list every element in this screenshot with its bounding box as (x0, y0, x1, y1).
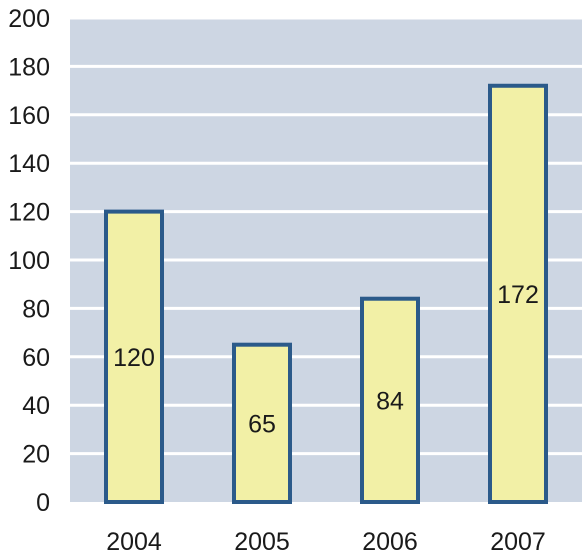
y-tick-label: 40 (22, 392, 50, 420)
x-tick-label: 2006 (362, 528, 418, 556)
y-tick-label: 120 (8, 199, 50, 227)
y-axis-ticks: 0 20 40 60 80 100 120 140 160 180 200 (8, 5, 50, 517)
bar (360, 296, 420, 504)
bar-data-label: 84 (376, 387, 404, 415)
x-tick-label: 2007 (490, 528, 546, 556)
y-tick-label: 160 (8, 102, 50, 130)
y-tick-label: 200 (8, 5, 50, 33)
bar (104, 209, 164, 504)
y-tick-label: 0 (36, 489, 50, 517)
bar-data-label: 172 (497, 281, 539, 309)
x-tick-label: 2004 (106, 528, 162, 556)
bar-data-label: 120 (113, 344, 155, 372)
x-axis-ticks: 2004 2005 2006 2007 (106, 528, 546, 556)
bars (104, 83, 548, 505)
y-tick-label: 20 (22, 441, 50, 469)
x-tick-label: 2005 (234, 528, 290, 556)
y-tick-label: 100 (8, 247, 50, 275)
bar-data-label: 65 (248, 410, 276, 438)
bar (232, 342, 292, 505)
y-tick-label: 60 (22, 344, 50, 372)
y-tick-label: 180 (8, 53, 50, 81)
bar-data-labels: 120 65 84 172 (113, 281, 539, 438)
y-tick-label: 140 (8, 150, 50, 178)
y-tick-label: 80 (22, 295, 50, 323)
bar (488, 83, 548, 504)
